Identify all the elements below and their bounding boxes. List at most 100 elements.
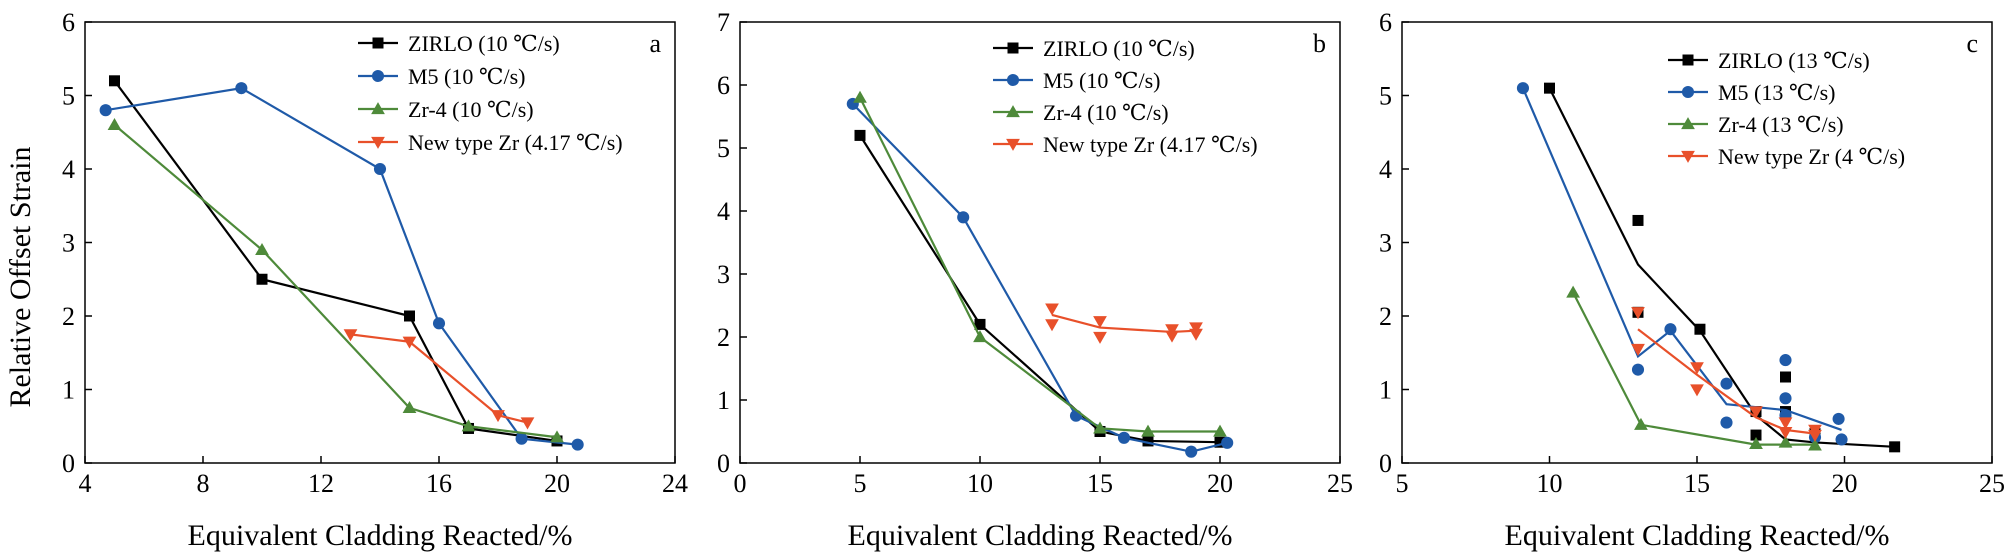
y-axis-label: Relative Offset Strain (4, 146, 37, 407)
data-point (1808, 429, 1822, 442)
y-tick-label: 5 (717, 134, 730, 163)
series-m5 (99, 82, 584, 451)
data-point (1631, 307, 1645, 320)
data-point (1808, 438, 1822, 451)
series-newtype (1045, 303, 1203, 344)
data-point (107, 118, 122, 131)
x-tick-label: 12 (308, 469, 334, 498)
y-tick-label: 1 (1379, 376, 1392, 405)
data-point (235, 82, 248, 95)
series-zr4 (107, 118, 564, 443)
legend-marker (371, 136, 385, 149)
legend-label: M5 (10 ℃/s) (408, 64, 526, 89)
legend-marker (1006, 138, 1020, 151)
legend-marker (1681, 117, 1695, 130)
y-tick-label: 6 (62, 8, 75, 37)
data-point (402, 401, 417, 414)
legend-label: ZIRLO (13 ℃/s) (1718, 48, 1870, 73)
data-point (1631, 363, 1645, 376)
legend-marker (372, 37, 384, 49)
legend-label: Zr-4 (13 ℃/s) (1718, 112, 1844, 137)
data-point (1779, 392, 1792, 405)
series-zirlo (854, 129, 1226, 448)
data-point (1832, 412, 1845, 425)
data-point (1750, 429, 1762, 441)
data-point (1889, 441, 1901, 453)
y-tick-label: 5 (62, 82, 75, 111)
x-axis-label: Equivalent Cladding Reacted/% (1505, 519, 1890, 552)
y-tick-label: 0 (1379, 449, 1392, 478)
data-point (1544, 82, 1555, 94)
y-tick-label: 2 (717, 323, 730, 352)
data-point (515, 432, 528, 445)
data-point (1779, 354, 1792, 367)
y-tick-label: 4 (717, 197, 730, 226)
data-point (404, 310, 415, 322)
data-point (1069, 409, 1083, 422)
data-point (974, 318, 986, 330)
data-point (432, 317, 446, 330)
data-point (1045, 303, 1059, 316)
legend-label: M5 (13 ℃/s) (1718, 80, 1836, 105)
data-point (1165, 324, 1179, 337)
legend-label: ZIRLO (10 ℃/s) (408, 31, 560, 56)
data-point (1566, 285, 1580, 298)
series-newtype (1631, 307, 1822, 442)
data-point (99, 104, 112, 117)
data-point (1142, 435, 1154, 447)
data-point (1690, 384, 1704, 397)
x-tick-label: 5 (1396, 469, 1409, 498)
series-line (105, 87, 578, 446)
data-point (1778, 417, 1793, 430)
data-point (1664, 323, 1677, 336)
data-point (491, 410, 505, 423)
legend-marker (1006, 105, 1020, 118)
series-line (1051, 313, 1197, 334)
data-point (1189, 328, 1203, 341)
data-point (1778, 435, 1793, 448)
data-point (402, 336, 417, 349)
y-tick-label: 6 (717, 71, 730, 100)
x-tick-label: 20 (1207, 469, 1233, 498)
x-tick-label: 0 (734, 469, 747, 498)
x-tick-label: 15 (1087, 469, 1113, 498)
x-axis-label: Equivalent Cladding Reacted/% (848, 519, 1233, 552)
panel-b: 0 5 10 15 20 25 0 1 2 3 4 5 6 7 Equivalent Cladding Re… (717, 8, 1353, 552)
data-point (571, 438, 584, 451)
data-point (854, 129, 866, 141)
data-point (1045, 319, 1059, 332)
x-tick-label: 20 (1832, 469, 1858, 498)
data-point (1690, 362, 1704, 375)
legend-label: New type Zr (4.17 ℃/s) (1043, 132, 1258, 157)
data-point (1749, 406, 1763, 419)
data-point (1165, 330, 1179, 343)
y-tick-label: 3 (717, 260, 730, 289)
x-tick-label: 5 (854, 469, 867, 498)
panel-letter: a (649, 29, 661, 58)
x-tick-label: 15 (1684, 469, 1710, 498)
series-line (350, 333, 528, 424)
panel-letter: c (1966, 29, 1978, 58)
x-tick-label: 16 (426, 469, 452, 498)
data-point (1221, 436, 1234, 449)
plot-frame (739, 21, 1341, 464)
legend-label: Zr-4 (10 ℃/s) (1043, 100, 1169, 125)
legend-label: Zr-4 (10 ℃/s) (408, 97, 534, 122)
legend-label: ZIRLO (10 ℃/s) (1043, 36, 1195, 61)
data-point (973, 330, 987, 343)
x-tick-label: 25 (1327, 469, 1353, 498)
y-tick-label: 4 (62, 155, 75, 184)
data-point (853, 90, 867, 103)
data-point (1835, 433, 1848, 446)
x-tick-label: 24 (662, 469, 688, 498)
legend-marker (1681, 85, 1695, 99)
y-tick-label: 2 (1379, 302, 1392, 331)
data-point (1778, 426, 1793, 440)
y-tick-label: 7 (717, 8, 730, 37)
data-point (1214, 436, 1226, 448)
legend-marker (371, 102, 385, 115)
data-point (1093, 316, 1107, 329)
y-tick-label: 4 (1379, 155, 1392, 184)
x-tick-label: 4 (79, 469, 92, 498)
data-point (1516, 82, 1529, 95)
